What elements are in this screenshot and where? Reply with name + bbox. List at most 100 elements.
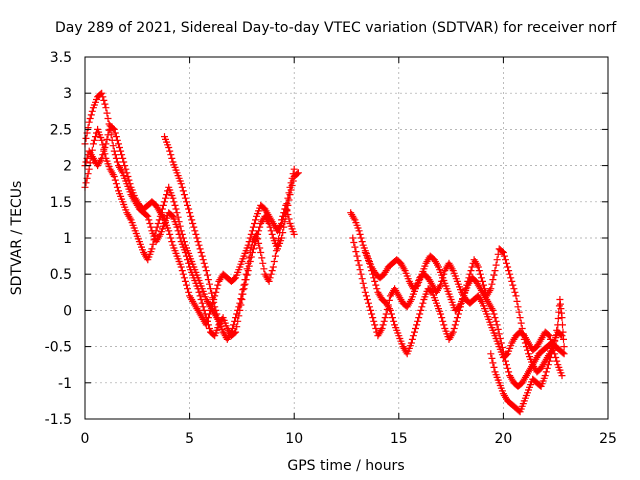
data-point-marker (521, 339, 529, 347)
data-point-marker (112, 154, 120, 162)
data-point-marker (366, 303, 373, 311)
data-point-marker (231, 275, 239, 283)
data-point-marker (87, 153, 95, 161)
data-point-marker (122, 165, 130, 173)
data-point-marker (504, 364, 512, 372)
data-point-marker (378, 325, 386, 332)
data-point-marker (522, 343, 530, 351)
data-point-marker (492, 317, 500, 325)
data-markers (81, 89, 568, 416)
data-point-marker (505, 368, 513, 376)
data-point-marker (541, 372, 549, 380)
data-point-marker (276, 229, 284, 237)
data-point-marker (271, 252, 279, 260)
data-point-marker (518, 325, 526, 332)
data-point-marker (272, 247, 280, 255)
data-point-marker (294, 169, 302, 177)
data-point-marker (503, 351, 510, 359)
data-point-marker (120, 158, 128, 166)
data-point-marker (103, 109, 111, 117)
x-axis-label: GPS time / hours (287, 458, 404, 474)
data-point-marker (168, 238, 176, 246)
data-point-marker (246, 249, 254, 256)
data-point-marker (462, 285, 470, 293)
data-point-marker (513, 297, 521, 305)
data-point-marker (101, 100, 109, 108)
data-point-marker (98, 136, 106, 144)
data-point-marker (365, 299, 372, 307)
data-point-marker (203, 317, 211, 325)
x-tick-label: 10 (285, 431, 303, 447)
data-point-marker (255, 227, 263, 235)
data-point-marker (200, 306, 208, 314)
data-point-marker (239, 286, 247, 294)
data-point-marker (147, 223, 155, 231)
data-point-marker (227, 328, 235, 336)
data-point-marker (413, 321, 421, 329)
data-point-marker (494, 325, 502, 333)
data-point-marker (494, 250, 502, 258)
data-point-marker (409, 332, 417, 340)
data-point-marker (363, 296, 371, 303)
data-point-marker (553, 326, 561, 334)
data-point-marker (439, 274, 447, 282)
data-point-marker (125, 176, 133, 184)
data-point-marker (208, 289, 216, 297)
data-point-marker (553, 357, 561, 365)
data-point-marker (256, 223, 264, 231)
data-point-marker (111, 129, 119, 137)
data-point-marker (251, 220, 258, 227)
data-point-marker (354, 257, 362, 265)
data-point-marker (84, 124, 92, 132)
data-point-marker (500, 252, 508, 260)
data-point-marker (237, 295, 245, 303)
x-tick-labels: 0 5 10 15 20 25 (81, 431, 617, 447)
y-tick-label: -0.5 (45, 340, 72, 356)
data-point-marker (190, 223, 198, 231)
data-point-marker (360, 284, 368, 292)
data-point-marker (479, 277, 486, 285)
data-point-marker (558, 332, 566, 340)
chart-title: Day 289 of 2021, Sidereal Day-to-day VTE… (55, 20, 617, 36)
data-point-marker (255, 239, 263, 247)
data-point-marker (438, 314, 446, 322)
data-point-marker (353, 252, 361, 260)
data-point-marker (361, 288, 369, 296)
data-point-marker (161, 198, 168, 206)
data-point-marker (460, 292, 468, 300)
data-point-marker (113, 136, 121, 144)
data-point-marker (416, 310, 424, 318)
data-point-marker (560, 335, 567, 343)
data-point-marker (150, 236, 158, 244)
data-point-marker (285, 189, 293, 197)
data-point-marker (163, 191, 171, 199)
data-point-marker (558, 372, 566, 380)
x-tick-label: 5 (185, 431, 194, 447)
data-point-marker (288, 174, 296, 182)
data-point-marker (440, 270, 448, 278)
data-point-marker (233, 310, 241, 318)
data-point-marker (440, 321, 448, 329)
data-point-marker (88, 146, 96, 154)
data-point-marker (372, 325, 380, 332)
data-point-marker (183, 198, 190, 206)
data-point-marker (458, 299, 466, 307)
data-point-marker (359, 279, 367, 287)
data-point-marker (461, 288, 469, 296)
data-point-marker (206, 325, 213, 332)
data-point-marker (381, 314, 389, 322)
data-point-marker (126, 180, 134, 188)
data-point-marker (84, 170, 92, 178)
data-point-marker (517, 319, 525, 327)
data-point-marker (275, 235, 282, 243)
data-point-marker (248, 227, 256, 235)
data-point-marker (204, 314, 212, 322)
data-point-marker (545, 357, 553, 365)
data-point-marker (157, 209, 165, 217)
data-point-marker (498, 248, 506, 256)
data-point-marker (493, 321, 501, 329)
data-point-marker (88, 107, 96, 115)
data-point-marker (197, 249, 205, 256)
data-point-marker (514, 303, 522, 311)
